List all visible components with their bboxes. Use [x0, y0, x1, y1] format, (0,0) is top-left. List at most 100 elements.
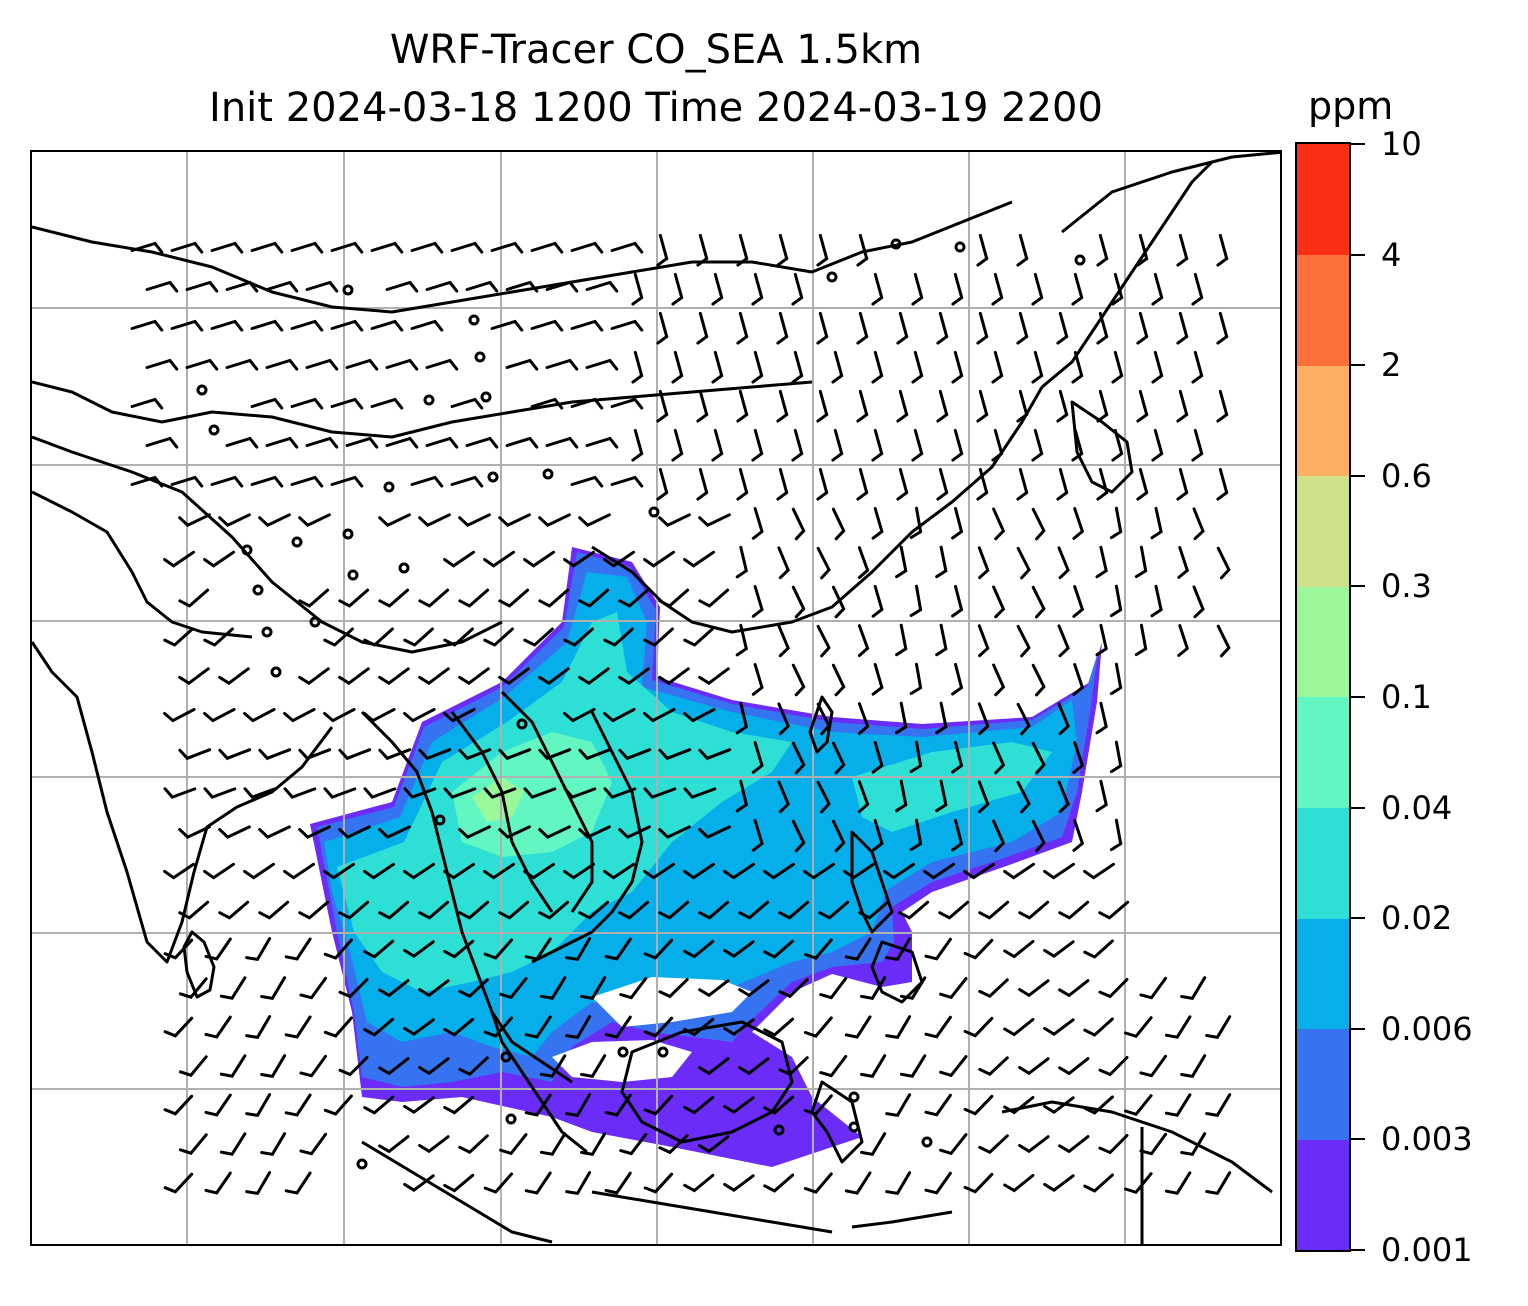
wind-barb — [283, 707, 316, 723]
wind-barb — [671, 272, 684, 306]
colorbar-tick — [1351, 474, 1365, 477]
wind-barb — [1151, 272, 1164, 306]
wind-barb — [505, 358, 539, 371]
wind-barb — [265, 436, 299, 449]
wind-barb — [283, 787, 317, 799]
wind-barb — [378, 1057, 410, 1076]
wind-barb — [1176, 233, 1189, 267]
wind-barb — [711, 350, 724, 384]
wind-barb — [338, 1056, 369, 1077]
wind-barb — [145, 358, 179, 371]
wind-barb — [991, 428, 1004, 462]
wind-barb — [378, 748, 412, 761]
wind-barb — [776, 233, 789, 267]
wind-barb — [323, 938, 353, 960]
chart-title-line-1: WRF-Tracer CO_SEA 1.5km — [389, 27, 923, 73]
wind-barb — [1109, 662, 1123, 696]
wind-barb — [1176, 389, 1189, 423]
wind-barb — [643, 787, 677, 799]
wind-barb — [410, 241, 444, 254]
wind-barb — [585, 358, 619, 371]
wind-barb — [539, 976, 567, 1000]
wind-barb — [250, 319, 284, 332]
wind-barb — [563, 627, 594, 647]
wind-barb — [844, 1171, 872, 1195]
wind-barb — [163, 1094, 194, 1116]
wind-barb — [603, 550, 635, 568]
wind-barb — [1098, 978, 1129, 999]
wind-barb — [499, 977, 528, 1000]
wind-barb — [1031, 350, 1044, 384]
wind-barb — [856, 467, 869, 501]
wind-barb — [778, 978, 809, 999]
sri-lanka — [182, 930, 216, 999]
wind-barb — [570, 319, 604, 332]
wind-barb — [578, 900, 610, 920]
wind-barb — [130, 241, 164, 254]
wind-barb — [1205, 1015, 1232, 1039]
wind-barb — [610, 397, 644, 410]
wind-barb — [578, 667, 610, 686]
wind-barb — [885, 1093, 912, 1117]
calm-wind-circle — [542, 468, 554, 480]
wind-barb — [580, 976, 607, 1000]
wind-barb — [791, 350, 804, 384]
wind-barb — [245, 1171, 272, 1196]
wind-barb — [1095, 779, 1108, 813]
wind-barb — [978, 1134, 1009, 1154]
wind-barb — [1056, 311, 1069, 345]
wind-barb — [243, 862, 275, 880]
wind-barb — [896, 389, 909, 423]
wind-barb — [578, 513, 611, 527]
wind-barb — [777, 702, 790, 736]
calm-wind-circle — [890, 238, 902, 250]
colorbar-tick — [1351, 1138, 1365, 1141]
wind-barb — [1016, 467, 1029, 501]
wind-barb — [418, 588, 450, 608]
wind-barb — [338, 667, 370, 686]
wind-barb — [284, 1171, 312, 1195]
wind-barb — [483, 627, 514, 647]
wind-barb — [1043, 1174, 1075, 1193]
wind-barb — [1072, 585, 1085, 618]
wind-barb — [524, 1093, 552, 1117]
wind-barb — [498, 825, 531, 839]
wind-barb — [443, 787, 477, 799]
wind-barb — [723, 1096, 755, 1115]
wind-barb — [298, 825, 331, 839]
wind-barb — [763, 1095, 795, 1115]
wind-barb — [418, 900, 450, 920]
wind-barb — [1031, 819, 1046, 853]
wind-barb — [145, 436, 179, 449]
wind-barb — [977, 624, 990, 658]
wind-barb — [178, 977, 208, 999]
himalaya-border — [32, 435, 503, 654]
wind-barb — [860, 976, 887, 1000]
colorbar-tick — [1351, 696, 1365, 698]
wind-barb — [911, 428, 924, 462]
wind-barb — [178, 900, 210, 920]
wind-barb — [210, 319, 244, 332]
colorbar-tick — [1351, 806, 1365, 809]
wind-barb — [978, 978, 1009, 998]
wind-barb — [992, 663, 1006, 697]
wind-barb — [909, 506, 923, 539]
wind-barb — [831, 507, 846, 541]
calm-wind-circle — [342, 284, 354, 296]
wind-barb — [1109, 584, 1123, 618]
wind-barb — [203, 707, 236, 723]
wind-barb — [777, 546, 790, 580]
wind-barb — [603, 862, 635, 880]
wind-barb — [425, 358, 459, 371]
wind-barb — [219, 1054, 247, 1078]
wind-barb — [776, 311, 789, 345]
colorbar-tick — [1351, 143, 1365, 145]
wind-barb — [671, 428, 684, 462]
wind-barb — [403, 940, 435, 959]
wind-barb — [1031, 663, 1046, 697]
wind-barb — [1003, 940, 1035, 959]
colorbar — [1295, 142, 1351, 1252]
wind-barb — [330, 397, 364, 410]
wind-barb — [370, 241, 404, 254]
wind-barb — [738, 1057, 770, 1076]
